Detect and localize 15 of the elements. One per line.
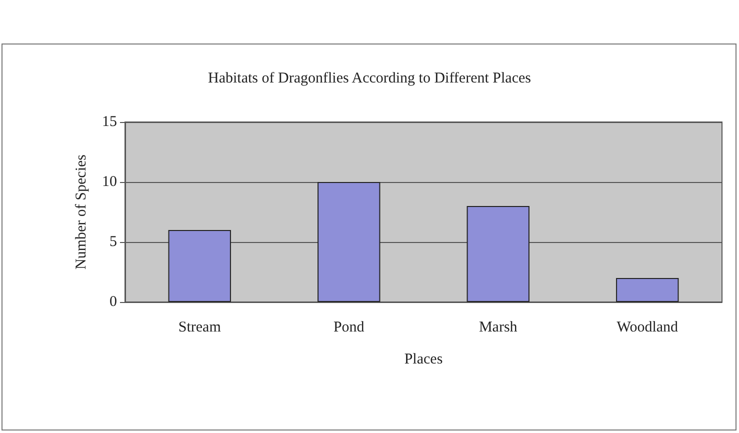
bar [318, 182, 380, 302]
bar [616, 278, 679, 302]
y-tick-label: 5 [110, 234, 117, 250]
bar [466, 206, 530, 302]
x-tick-label: Pond [333, 320, 365, 336]
bar [168, 230, 231, 302]
x-tick-label: Marsh [478, 320, 518, 336]
x-axis-title: Places [404, 352, 443, 368]
chart-title: Habitats of Dragonflies According to Different Places [208, 70, 532, 86]
y-tick-label: 10 [102, 174, 117, 190]
y-tick-label: 15 [102, 114, 117, 130]
y-tick-label: 0 [110, 294, 117, 310]
x-tick-label: Woodland [616, 320, 679, 336]
x-tick-label: Stream [178, 320, 222, 336]
y-axis-title: Number of Species [74, 154, 90, 270]
